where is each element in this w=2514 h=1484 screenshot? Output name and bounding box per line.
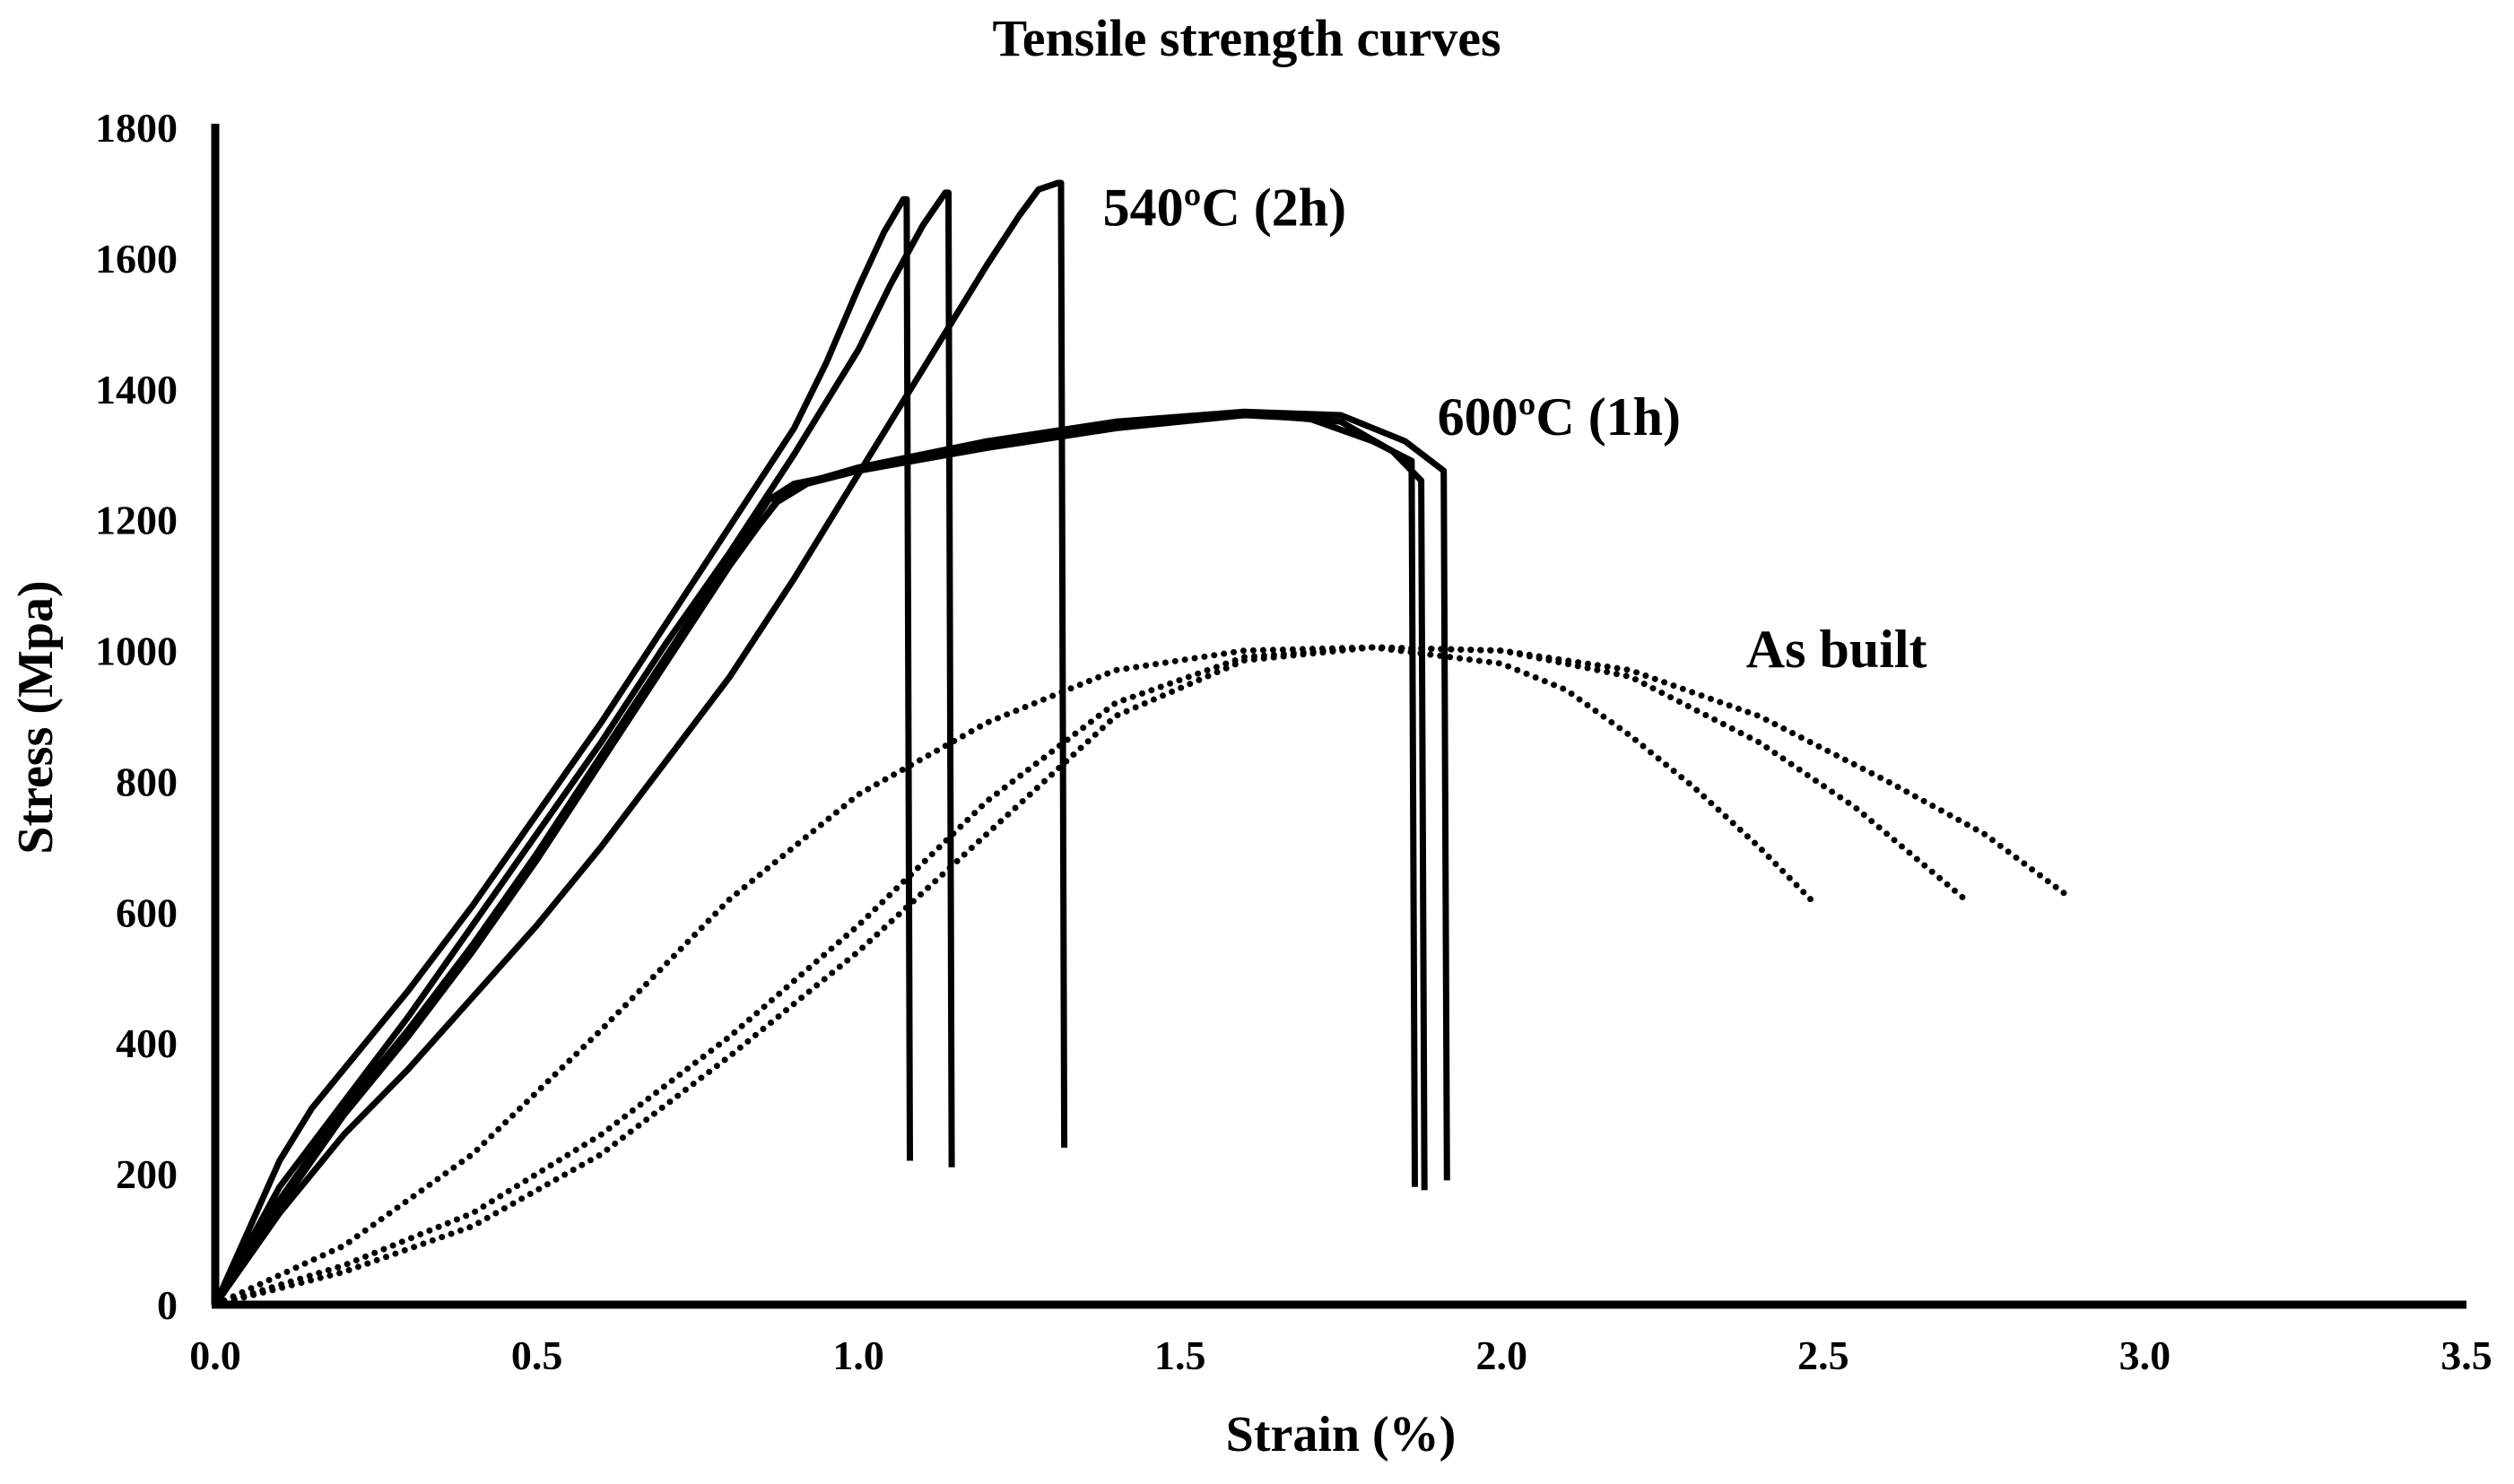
series-layer — [212, 179, 2071, 1308]
series-line-600 — [213, 411, 1428, 1306]
y-tick-label: 1200 — [95, 498, 178, 543]
series-line-540 — [213, 179, 1068, 1307]
series-line-540 — [212, 189, 955, 1306]
y-tick-label: 1600 — [95, 236, 178, 282]
y-tick-label: 200 — [116, 1151, 178, 1197]
annotation-label: As built — [1746, 620, 1927, 679]
y-tick-label: 1400 — [95, 367, 178, 412]
chart-title: Tensile strength curves — [992, 9, 1501, 67]
x-tick-label: 2.0 — [1476, 1332, 1528, 1378]
x-tick-label: 2.5 — [1797, 1332, 1849, 1378]
x-tick-label: 1.5 — [1154, 1332, 1206, 1378]
x-tick-label: 3.0 — [2119, 1332, 2171, 1378]
x-tick-label: 3.5 — [2440, 1332, 2492, 1378]
y-tick-label: 0 — [157, 1282, 178, 1328]
y-tick-label: 400 — [116, 1020, 178, 1066]
y-tick-label: 600 — [116, 890, 178, 935]
x-axis-title: Strain (%) — [1226, 1407, 1457, 1462]
y-axis-title: Stress (Mpa) — [8, 580, 64, 854]
series-line-asbuilt — [212, 644, 1969, 1308]
x-tick-label: 0.0 — [189, 1332, 241, 1378]
y-tick-label: 1000 — [95, 629, 178, 674]
x-tick-label: 1.0 — [832, 1332, 884, 1378]
series-line-asbuilt — [212, 644, 2071, 1308]
y-tick-label: 800 — [116, 759, 178, 804]
annotation-label: 540ºC (2h) — [1103, 178, 1346, 237]
series-line-540 — [212, 195, 913, 1306]
annotations: 540ºC (2h) 600ºC (1h) As built — [1103, 178, 1927, 678]
axes: 0 200 400 600 800 1000 1200 1400 1600 1800 0.0 0.5 1… — [95, 105, 2492, 1378]
y-tick-label: 1800 — [95, 105, 178, 151]
series-line-600 — [213, 408, 1450, 1306]
annotation-label: 600ºC (1h) — [1438, 387, 1681, 447]
x-tick-label: 0.5 — [511, 1332, 563, 1378]
